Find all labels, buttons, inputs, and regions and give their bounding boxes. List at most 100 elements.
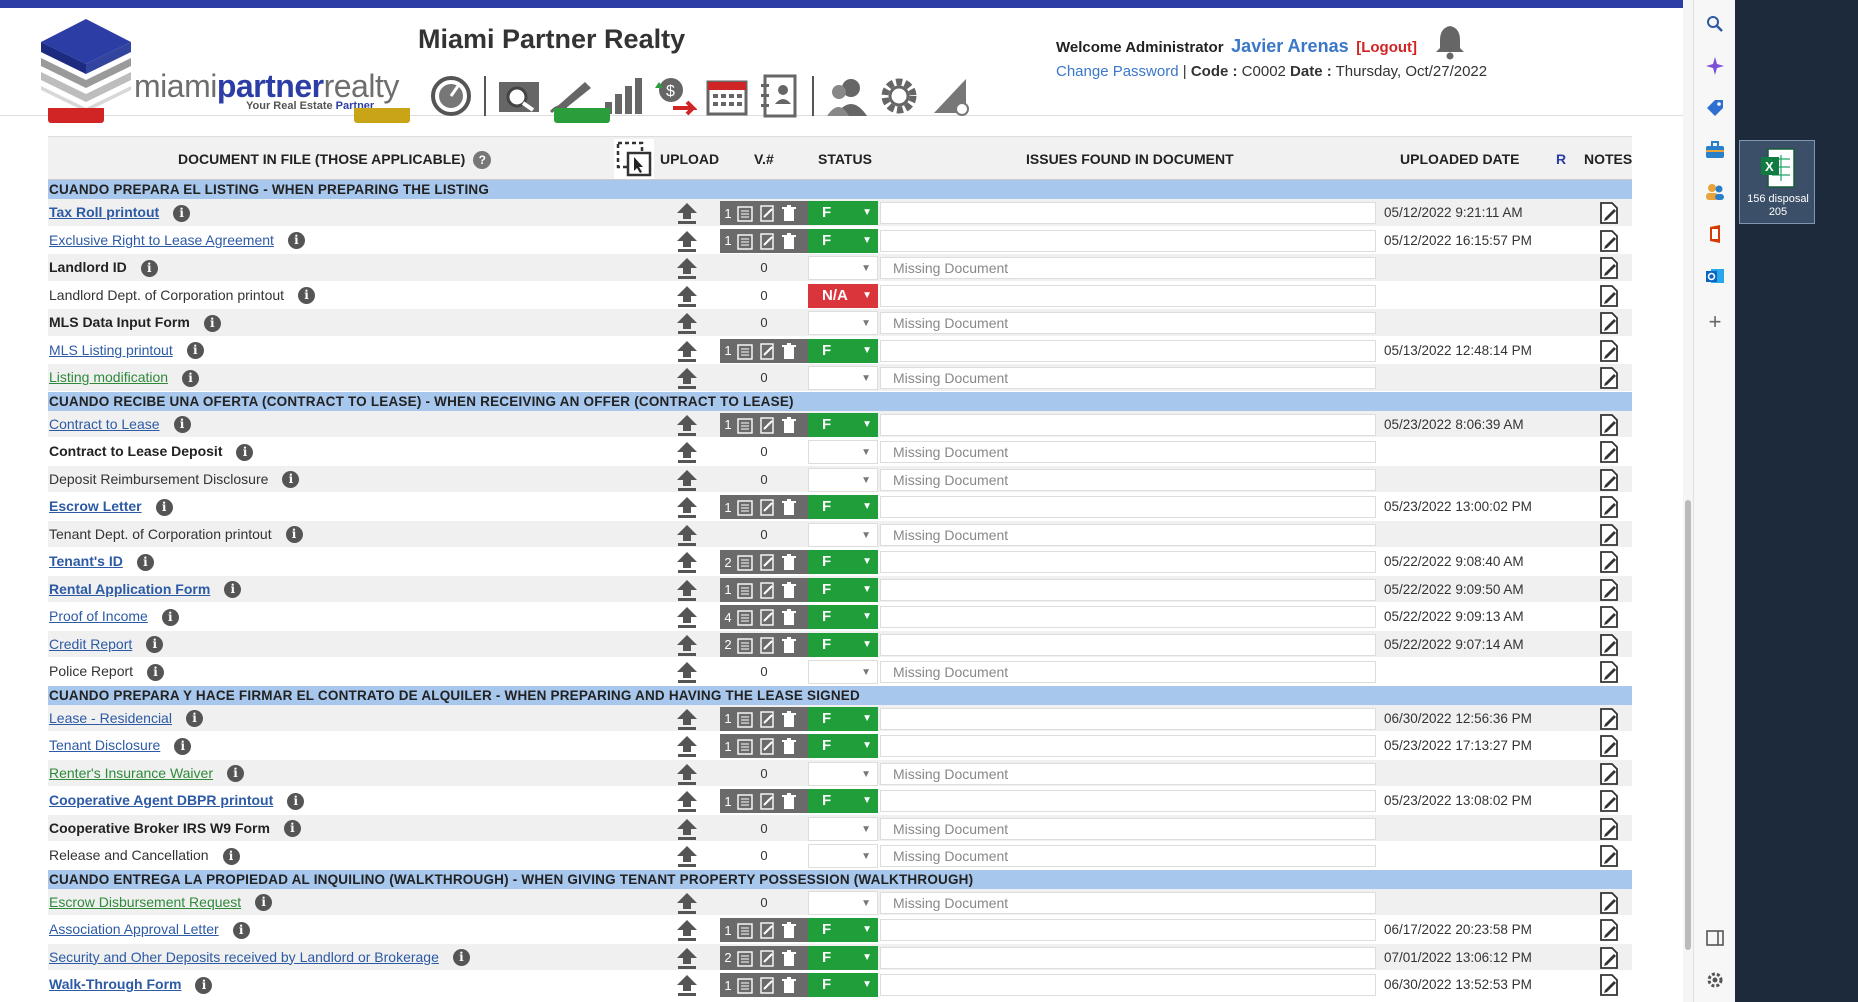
list-icon[interactable]: [734, 736, 756, 756]
document-name[interactable]: Cooperative Agent DBPR printout i: [49, 787, 305, 814]
document-name[interactable]: Tenant's ID i: [49, 548, 154, 575]
issues-field[interactable]: [880, 284, 1376, 307]
issues-field[interactable]: Missing Document: [880, 441, 1376, 463]
edit-doc-icon[interactable]: [756, 552, 778, 572]
status-select[interactable]: ▼: [808, 522, 878, 547]
scrollbar-thumb[interactable]: [1685, 500, 1691, 950]
strip-green-button[interactable]: [554, 108, 610, 123]
document-name[interactable]: Listing modification i: [49, 364, 200, 391]
upload-icon[interactable]: [675, 339, 699, 363]
status-select[interactable]: F ▼: [808, 973, 878, 997]
sparkle-icon[interactable]: [1703, 54, 1727, 78]
status-select[interactable]: F ▼: [808, 338, 878, 363]
upload-icon[interactable]: [675, 229, 699, 253]
list-icon[interactable]: [734, 203, 756, 223]
document-name[interactable]: Tax Roll printout i: [49, 199, 191, 226]
list-icon[interactable]: [734, 920, 756, 940]
issues-field[interactable]: [880, 735, 1376, 757]
info-icon[interactable]: i: [227, 765, 244, 783]
document-name[interactable]: Credit Report i: [49, 631, 164, 658]
edit-doc-icon[interactable]: [756, 415, 778, 435]
status-select[interactable]: ▼: [808, 256, 878, 280]
notes-edit-icon[interactable]: [1599, 790, 1619, 812]
trash-icon[interactable]: [778, 341, 800, 361]
document-name-text[interactable]: Lease - Residencial: [49, 709, 172, 726]
document-name-text[interactable]: Proof of Income: [49, 608, 148, 624]
notes-edit-icon[interactable]: [1599, 523, 1619, 546]
notes-edit-icon[interactable]: [1599, 578, 1619, 601]
upload-icon[interactable]: [675, 495, 699, 519]
issues-field[interactable]: [880, 496, 1376, 518]
notes-edit-icon[interactable]: [1599, 284, 1619, 307]
info-icon[interactable]: i: [232, 921, 250, 939]
status-select[interactable]: ▼: [808, 761, 878, 786]
document-name-text[interactable]: Tax Roll printout: [49, 204, 160, 220]
strip-yellow-button[interactable]: [354, 108, 410, 123]
status-select[interactable]: F ▼: [808, 577, 878, 602]
notes-edit-icon[interactable]: [1599, 817, 1619, 840]
gear-icon[interactable]: [876, 73, 922, 119]
issues-field[interactable]: [880, 339, 1376, 362]
speedometer-icon[interactable]: [428, 73, 474, 119]
office-icon[interactable]: [1703, 222, 1727, 246]
document-name-text[interactable]: Escrow Disbursement Request: [49, 893, 242, 910]
info-icon[interactable]: i: [285, 526, 303, 544]
upload-icon[interactable]: [675, 817, 699, 841]
list-icon[interactable]: [734, 607, 756, 627]
document-name-text[interactable]: Tenant's ID: [49, 553, 123, 569]
edit-doc-icon[interactable]: [756, 736, 778, 756]
list-icon[interactable]: [734, 948, 756, 968]
list-icon[interactable]: [734, 415, 756, 435]
upload-icon[interactable]: [675, 413, 699, 437]
trash-icon[interactable]: [778, 791, 800, 811]
status-select[interactable]: F ▼: [808, 412, 878, 437]
document-name[interactable]: Contract to Lease i: [49, 411, 191, 438]
list-icon[interactable]: [734, 341, 756, 361]
document-name-text[interactable]: Renter's Insurance Waiver: [49, 764, 213, 781]
document-name[interactable]: Escrow Disbursement Request i: [49, 889, 273, 916]
add-icon[interactable]: +: [1708, 309, 1722, 334]
document-name[interactable]: Proof of Income i: [49, 603, 179, 630]
money-transfer-icon[interactable]: $: [652, 73, 698, 119]
upload-icon[interactable]: [675, 366, 699, 390]
notes-edit-icon[interactable]: [1599, 661, 1619, 683]
upload-icon[interactable]: [675, 789, 699, 813]
info-icon[interactable]: i: [174, 737, 192, 755]
notes-edit-icon[interactable]: [1599, 606, 1619, 628]
issues-field[interactable]: [880, 946, 1376, 969]
list-icon[interactable]: [734, 709, 756, 729]
notes-edit-icon[interactable]: [1599, 919, 1619, 941]
issues-field[interactable]: [880, 578, 1376, 601]
upload-icon[interactable]: [675, 973, 699, 997]
info-icon[interactable]: i: [283, 820, 301, 838]
select-all-icon[interactable]: [614, 139, 654, 179]
upload-icon[interactable]: [675, 707, 699, 731]
upload-icon[interactable]: [675, 844, 699, 868]
document-name-text[interactable]: Escrow Letter: [49, 498, 142, 514]
edit-doc-icon[interactable]: [756, 635, 778, 655]
status-select[interactable]: ▼: [808, 890, 878, 915]
notes-edit-icon[interactable]: [1599, 441, 1619, 463]
bell-icon[interactable]: [1434, 24, 1466, 60]
issues-field[interactable]: [880, 974, 1376, 996]
issues-field[interactable]: Missing Document: [880, 523, 1376, 546]
document-name[interactable]: Tenant Disclosure i: [49, 732, 192, 759]
notes-edit-icon[interactable]: [1599, 496, 1619, 518]
list-icon[interactable]: [734, 231, 756, 251]
info-icon[interactable]: i: [161, 608, 179, 626]
document-name-text[interactable]: Rental Application Form: [49, 580, 211, 597]
status-select[interactable]: ▼: [808, 660, 878, 684]
notes-edit-icon[interactable]: [1599, 229, 1619, 252]
trash-icon[interactable]: [778, 552, 800, 572]
trash-icon[interactable]: [778, 415, 800, 435]
document-name[interactable]: Security and Oher Deposits received by L…: [49, 944, 470, 971]
edit-doc-icon[interactable]: [756, 231, 778, 251]
document-name-text[interactable]: Association Approval Letter: [49, 921, 219, 937]
document-name[interactable]: Walk-Through Form i: [49, 971, 213, 998]
change-password-link[interactable]: Change Password: [1056, 63, 1179, 80]
info-icon[interactable]: i: [186, 342, 204, 360]
document-name-text[interactable]: Contract to Lease: [49, 415, 160, 432]
trash-icon[interactable]: [778, 920, 800, 940]
edit-doc-icon[interactable]: [756, 948, 778, 968]
upload-icon[interactable]: [675, 468, 699, 492]
